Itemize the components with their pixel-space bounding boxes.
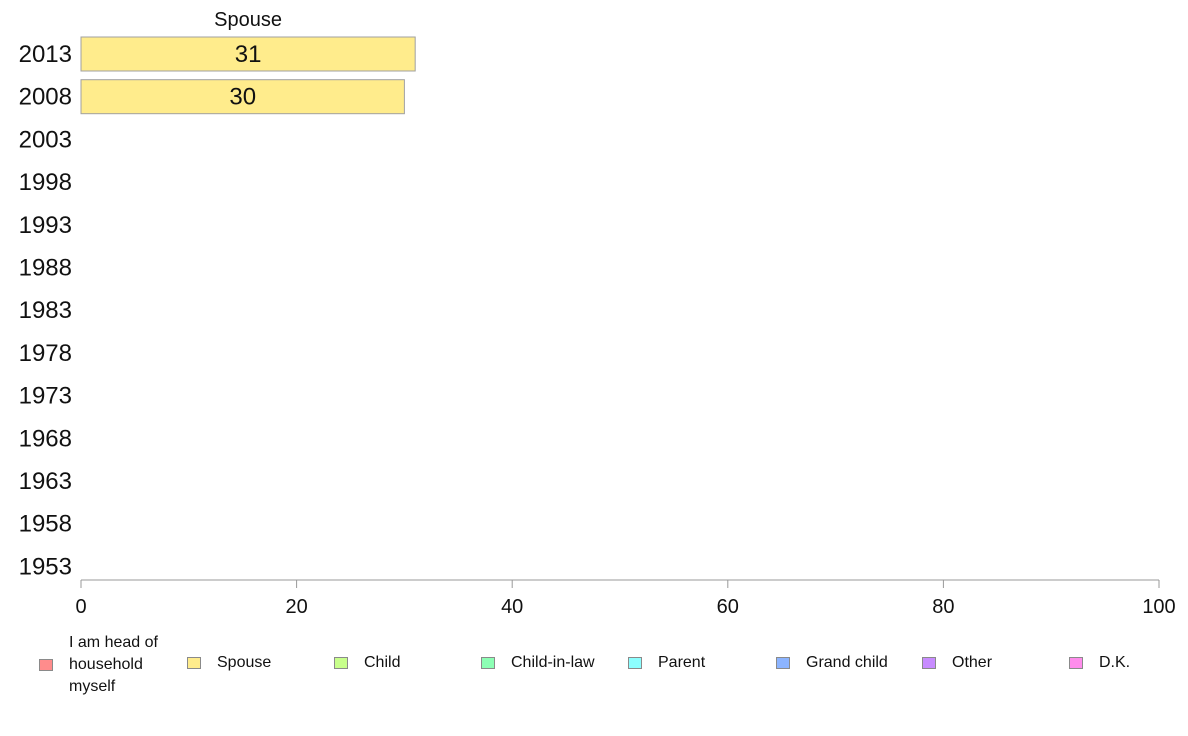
x-tick-label: 0 (75, 596, 86, 618)
category-label: 1968 (19, 425, 72, 452)
data-label: 31 (235, 41, 262, 68)
legend-label: I am head of household myself (69, 634, 158, 695)
legend-item: Other (922, 652, 992, 674)
x-tick-label: 80 (932, 596, 954, 618)
category-label: 1973 (19, 383, 72, 410)
legend-swatch (39, 659, 53, 671)
category-label: 1988 (19, 255, 72, 282)
x-tick-label: 60 (717, 596, 739, 618)
x-tick-label: 40 (501, 596, 523, 618)
x-tick-label: 20 (285, 596, 307, 618)
bar (80, 36, 416, 72)
legend-swatch (481, 657, 495, 669)
legend-swatch (922, 657, 936, 669)
legend-label: Other (952, 654, 993, 671)
legend-swatch (776, 657, 790, 669)
series-header-label: Spouse (214, 9, 282, 31)
category-label: 2008 (19, 84, 72, 111)
category-label: 1958 (19, 511, 72, 538)
legend-item: Grand child (776, 652, 888, 674)
legend-label: Parent (658, 654, 706, 671)
legend-swatch (1069, 657, 1083, 669)
category-label: 1963 (19, 468, 72, 495)
legend-item: Parent (628, 652, 705, 674)
category-label: 2013 (19, 41, 72, 68)
legend-label: D.K. (1099, 654, 1131, 671)
category-label: 1953 (19, 553, 72, 580)
legend-label: Child-in-law (511, 654, 595, 671)
legend-item: Child (334, 652, 400, 674)
data-label: 30 (229, 84, 256, 111)
legend-swatch (628, 657, 642, 669)
legend-item: Child-in-law (481, 652, 595, 674)
x-tick-label: 100 (1142, 596, 1175, 618)
legend-swatch (187, 657, 201, 669)
stacked-bar-chart: 2013 2008 2003 1998 1993 1988 1983 1978 1973 1968… (19, 9, 1176, 618)
category-label: 1998 (19, 169, 72, 196)
legend-label: Child (364, 654, 401, 671)
category-label: 1993 (19, 212, 72, 239)
legend-label: Grand child (806, 654, 888, 671)
legend-item: Spouse (187, 652, 271, 674)
legend-item: D.K. (1069, 652, 1130, 674)
legend-item: I am head of household myself (39, 632, 158, 698)
legend-label: Spouse (217, 654, 272, 671)
legend: I am head of household myself Spouse Child… (0, 632, 1188, 702)
category-label: 1978 (19, 340, 72, 367)
category-label: 2003 (19, 126, 72, 153)
bar (80, 79, 405, 115)
category-label: 1983 (19, 297, 72, 324)
legend-swatch (334, 657, 348, 669)
